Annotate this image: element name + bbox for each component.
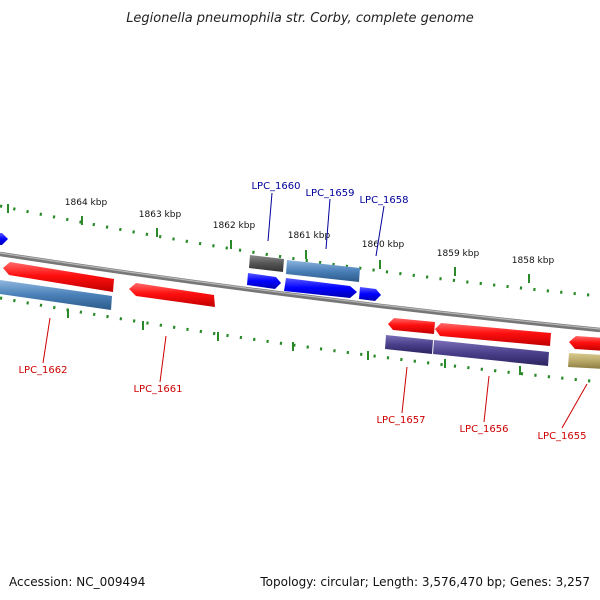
map-title: Legionella pneumophila str. Corby, compl… [126,11,474,26]
gene-label-lpc-1659[interactable]: LPC_1659 [305,188,354,199]
cds-arrow-lpc-1660[interactable] [247,273,281,289]
ruler-label: 1862 kbp [213,221,256,231]
gene-arrow-lpc-1655[interactable] [569,336,600,351]
gene-arrow-lpc-1662[interactable] [3,262,114,292]
cds-box-lpc-1662[interactable] [0,280,112,310]
gene-arrow-lpc-1661[interactable] [129,283,215,307]
ruler-label: 1861 kbp [288,231,331,241]
outer-major-ticks [7,204,530,283]
cds-arrow-lpc-1659[interactable] [284,278,357,298]
accession-text: Accession: NC_009494 [9,575,145,589]
ruler-label: 1858 kbp [512,256,555,266]
cds-box-lpc-1657[interactable] [385,335,433,354]
gene-arrow-lpc-1656[interactable] [435,323,551,346]
cds-arrow-lpc-1658[interactable] [359,287,381,301]
cds-box-lpc-1655[interactable] [568,353,600,369]
gene-label-lpc-1662[interactable]: LPC_1662 [18,365,67,376]
genome-backbone [0,251,600,333]
ruler-label: 1863 kbp [139,210,182,220]
ruler-label: 1859 kbp [437,249,480,259]
gene-arrow-lpc-1659[interactable] [286,260,360,282]
ruler-label: 1864 kbp [65,198,108,208]
gene-arrow-edge[interactable] [0,233,8,245]
label-leader-lines [42,192,588,429]
gene-arrow-lpc-1660[interactable] [249,255,284,272]
gene-label-lpc-1661[interactable]: LPC_1661 [133,384,182,395]
cds-box-lpc-1656[interactable] [433,340,549,366]
genome-summary-text: Topology: circular; Length: 3,576,470 bp… [259,575,590,589]
gene-arrow-lpc-1657[interactable] [388,318,435,334]
gene-label-lpc-1655[interactable]: LPC_1655 [537,431,586,442]
inner-major-ticks [67,309,521,375]
gene-label-lpc-1657[interactable]: LPC_1657 [376,415,425,426]
ruler-label: 1860 kbp [362,240,405,250]
gene-label-lpc-1660[interactable]: LPC_1660 [251,181,300,192]
gene-label-lpc-1658[interactable]: LPC_1658 [359,195,408,206]
gene-label-lpc-1656[interactable]: LPC_1656 [459,424,508,435]
genome-backbone-highlight [0,252,600,330]
